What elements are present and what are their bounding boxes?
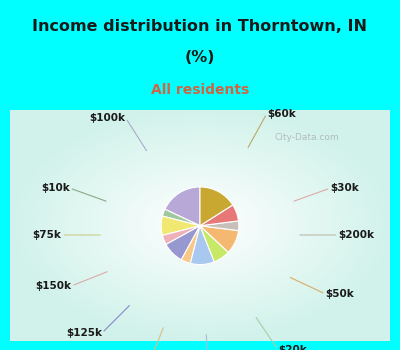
Wedge shape	[200, 205, 238, 226]
Text: $200k: $200k	[339, 230, 375, 240]
Wedge shape	[166, 226, 200, 260]
Wedge shape	[165, 187, 200, 226]
Text: $30k: $30k	[330, 183, 359, 193]
Wedge shape	[200, 221, 239, 231]
Text: (%): (%)	[185, 50, 215, 65]
Text: $150k: $150k	[35, 281, 71, 291]
Text: $20k: $20k	[278, 345, 307, 350]
Wedge shape	[190, 226, 214, 265]
Text: Income distribution in Thorntown, IN: Income distribution in Thorntown, IN	[32, 19, 368, 34]
Text: $60k: $60k	[267, 108, 296, 119]
Wedge shape	[200, 226, 228, 262]
Wedge shape	[162, 209, 200, 226]
Text: City-Data.com: City-Data.com	[274, 133, 339, 142]
Text: $75k: $75k	[32, 230, 61, 240]
Wedge shape	[200, 187, 233, 226]
Text: $10k: $10k	[41, 183, 70, 193]
Wedge shape	[162, 226, 200, 244]
Wedge shape	[181, 226, 200, 263]
Text: $50k: $50k	[326, 289, 354, 299]
Text: All residents: All residents	[151, 83, 249, 97]
Text: $100k: $100k	[90, 113, 126, 123]
Text: $125k: $125k	[66, 328, 102, 338]
Wedge shape	[161, 216, 200, 236]
Wedge shape	[200, 226, 238, 252]
